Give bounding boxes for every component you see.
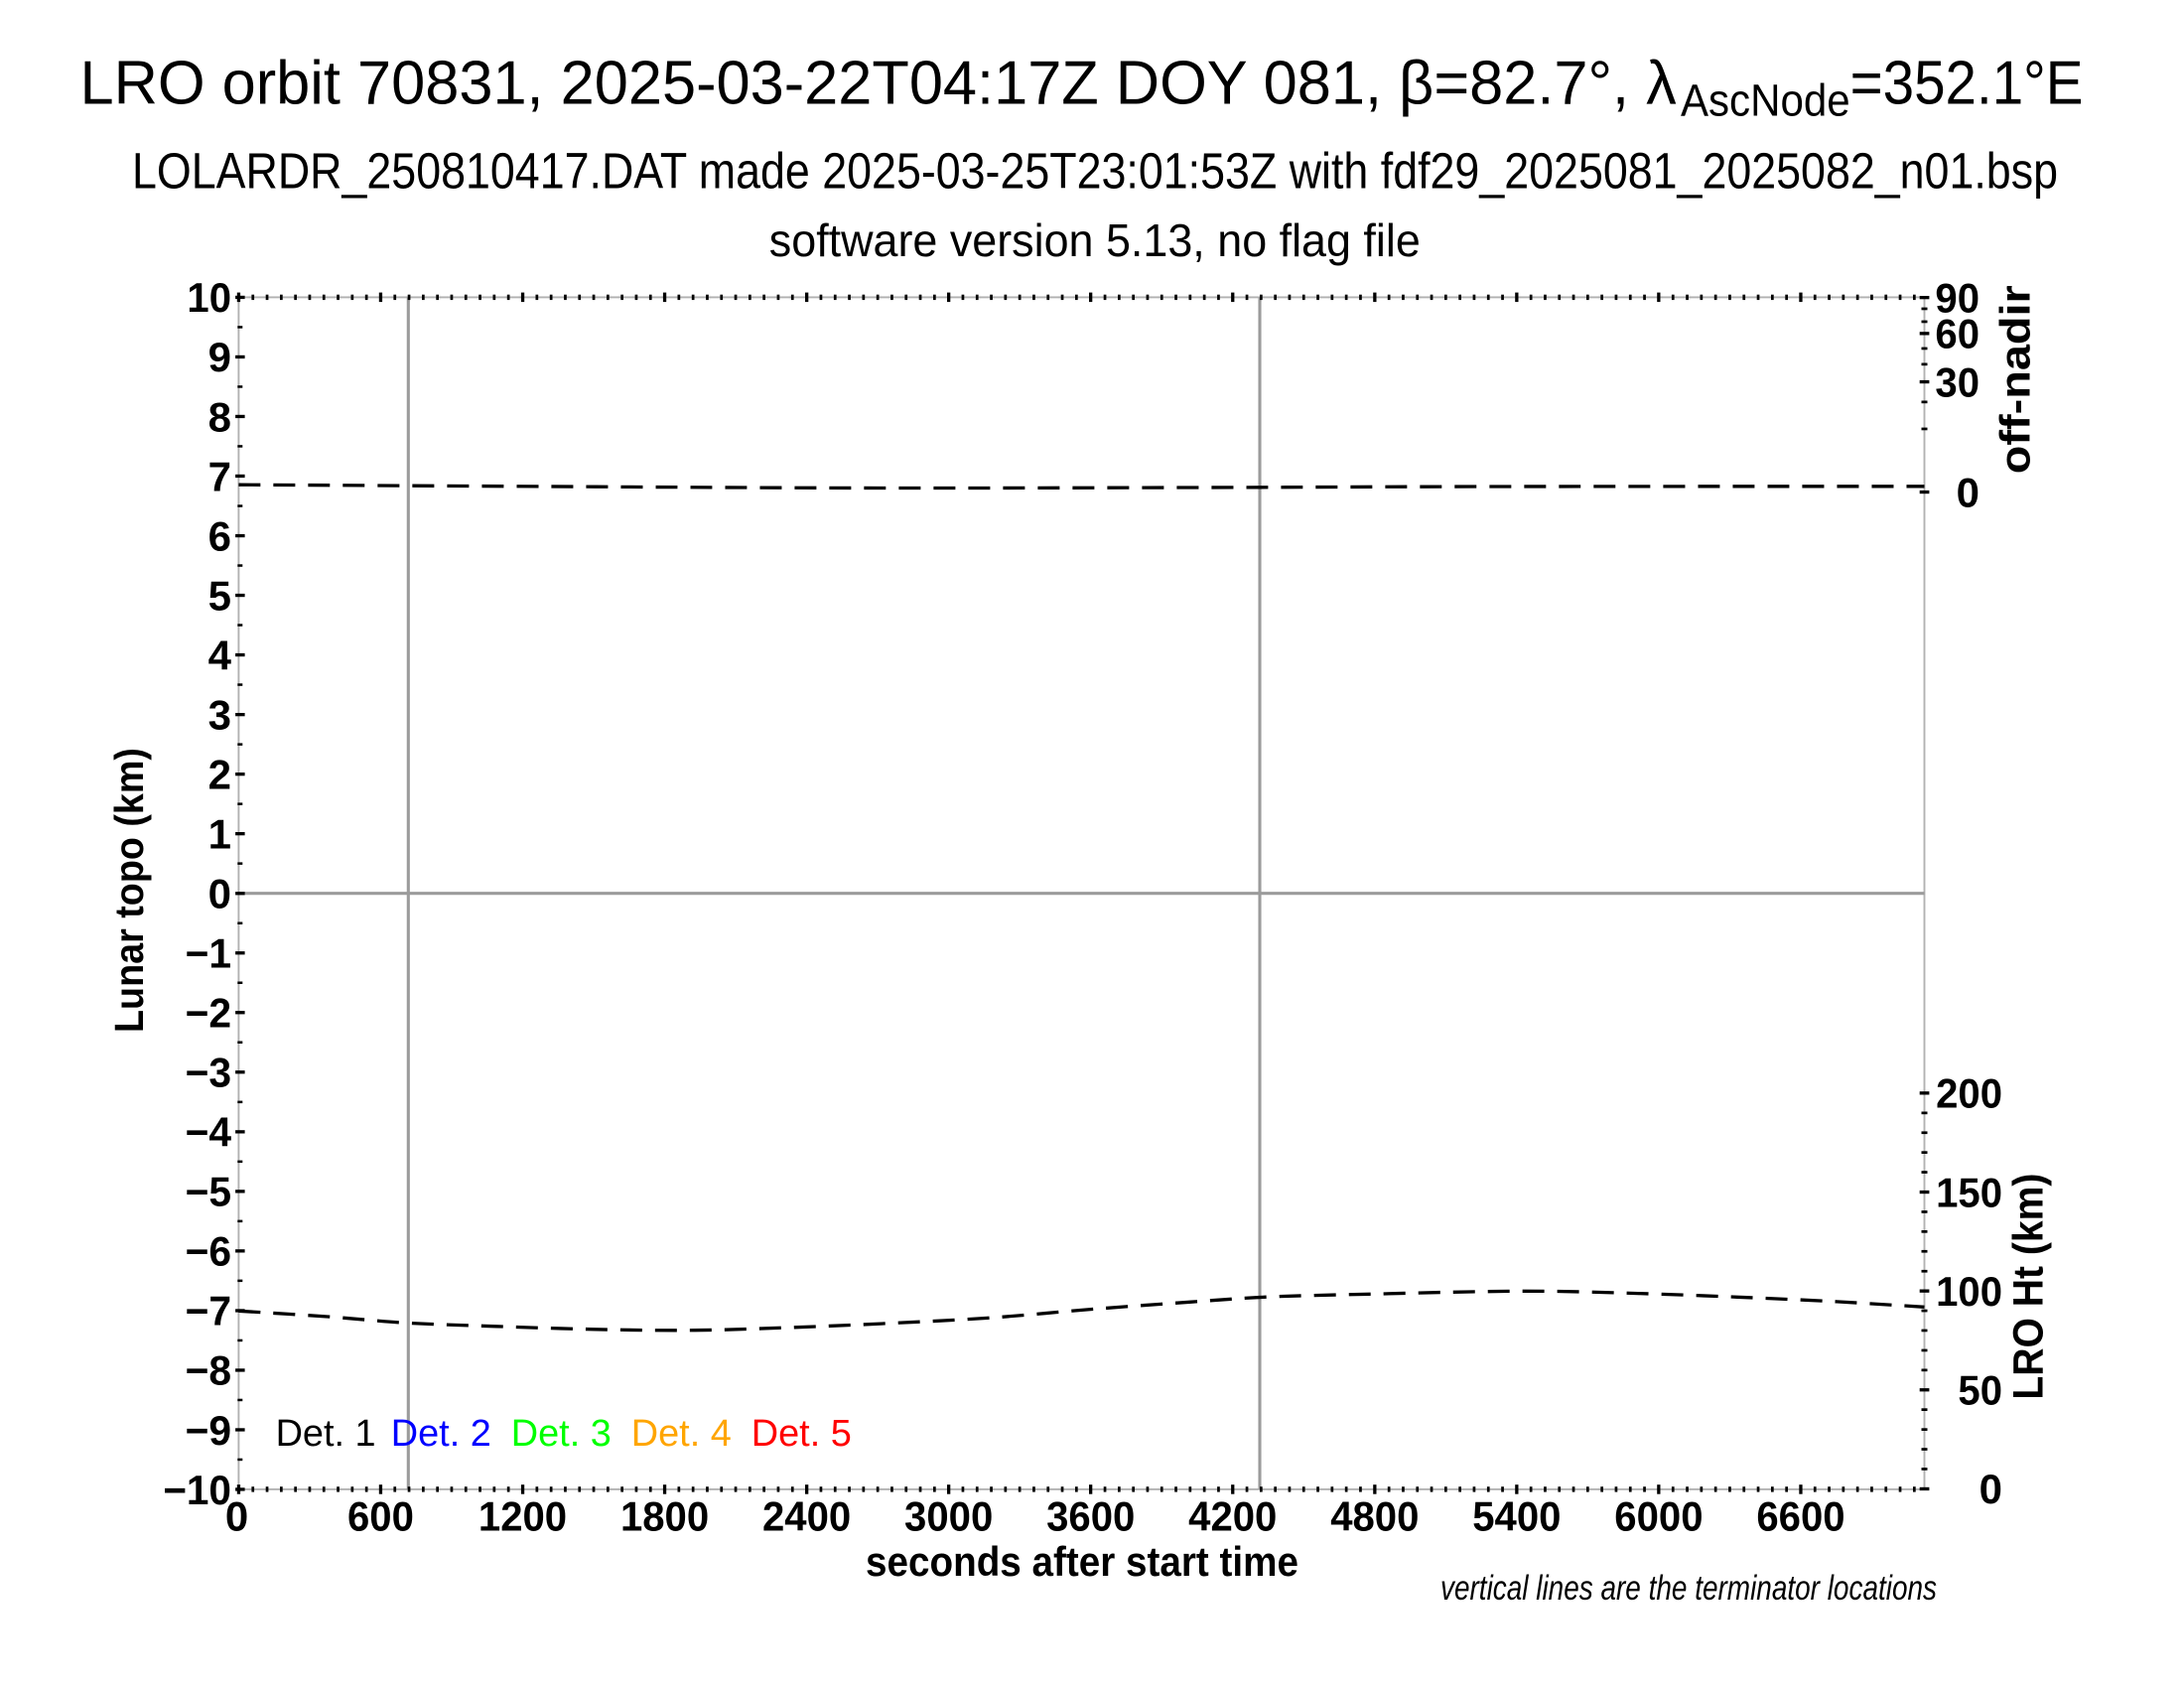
svg-text:200: 200 — [1936, 1070, 2002, 1117]
svg-text:−9: −9 — [186, 1407, 232, 1454]
svg-text:2400: 2400 — [762, 1493, 851, 1540]
svg-text:−3: −3 — [186, 1050, 232, 1096]
svg-text:10: 10 — [187, 274, 231, 321]
svg-text:4800: 4800 — [1330, 1493, 1419, 1540]
svg-text:6000: 6000 — [1614, 1493, 1703, 1540]
svg-text:5: 5 — [208, 572, 231, 619]
svg-text:3: 3 — [208, 691, 231, 738]
svg-text:−1: −1 — [186, 930, 232, 977]
svg-text:AscNode: AscNode — [1681, 75, 1850, 126]
svg-text:0: 0 — [1979, 1466, 2002, 1512]
svg-text:0: 0 — [208, 871, 231, 917]
svg-text:−2: −2 — [186, 990, 232, 1037]
svg-text:7: 7 — [208, 453, 231, 499]
svg-text:Det. 5: Det. 5 — [751, 1413, 852, 1455]
svg-text:2: 2 — [208, 751, 231, 797]
svg-text:100: 100 — [1936, 1268, 2002, 1315]
svg-text:90: 90 — [1935, 274, 1979, 321]
svg-text:5400: 5400 — [1472, 1493, 1561, 1540]
svg-text:vertical lines are the termina: vertical lines are the terminator locati… — [1440, 1569, 1937, 1608]
svg-text:6: 6 — [208, 512, 231, 559]
svg-text:Det. 2: Det. 2 — [391, 1413, 491, 1455]
svg-text:seconds after start time: seconds after start time — [866, 1538, 1298, 1585]
svg-text:1: 1 — [208, 810, 231, 857]
svg-text:1800: 1800 — [620, 1493, 709, 1540]
svg-text:LRO orbit 70831, 2025-03-22T04: LRO orbit 70831, 2025-03-22T04:17Z DOY 0… — [80, 49, 1677, 118]
svg-text:0: 0 — [225, 1493, 248, 1540]
svg-text:6600: 6600 — [1756, 1493, 1844, 1540]
svg-text:600: 600 — [347, 1493, 414, 1540]
svg-text:4200: 4200 — [1188, 1493, 1277, 1540]
svg-text:3000: 3000 — [904, 1493, 993, 1540]
svg-text:off-nadir: off-nadir — [1993, 285, 2040, 474]
svg-text:−5: −5 — [186, 1169, 232, 1215]
svg-text:=352.1°E: =352.1°E — [1850, 49, 2084, 118]
svg-text:150: 150 — [1936, 1169, 2002, 1215]
svg-text:50: 50 — [1958, 1367, 2002, 1414]
svg-text:LOLARDR_250810417.DAT made 202: LOLARDR_250810417.DAT made 2025-03-25T23… — [132, 143, 2058, 200]
svg-text:4: 4 — [208, 632, 232, 678]
svg-text:−8: −8 — [186, 1347, 232, 1394]
svg-text:60: 60 — [1935, 311, 1979, 357]
svg-text:8: 8 — [208, 393, 231, 440]
svg-text:−10: −10 — [163, 1467, 231, 1513]
svg-text:9: 9 — [208, 334, 231, 380]
svg-text:Det. 4: Det. 4 — [631, 1413, 732, 1455]
svg-text:Det. 1: Det. 1 — [276, 1413, 376, 1455]
svg-text:3600: 3600 — [1046, 1493, 1135, 1540]
svg-text:−6: −6 — [186, 1228, 232, 1275]
svg-text:Det. 3: Det. 3 — [511, 1413, 612, 1455]
svg-text:1200: 1200 — [478, 1493, 567, 1540]
svg-text:−4: −4 — [186, 1109, 232, 1156]
svg-text:30: 30 — [1935, 358, 1979, 405]
svg-text:software version 5.13, no flag: software version 5.13, no flag file — [769, 214, 1421, 266]
svg-text:0: 0 — [1957, 469, 1979, 515]
svg-text:LRO Ht (km): LRO Ht (km) — [2006, 1174, 2053, 1400]
svg-text:Lunar topo (km): Lunar topo (km) — [106, 748, 152, 1033]
svg-text:−7: −7 — [186, 1288, 232, 1335]
